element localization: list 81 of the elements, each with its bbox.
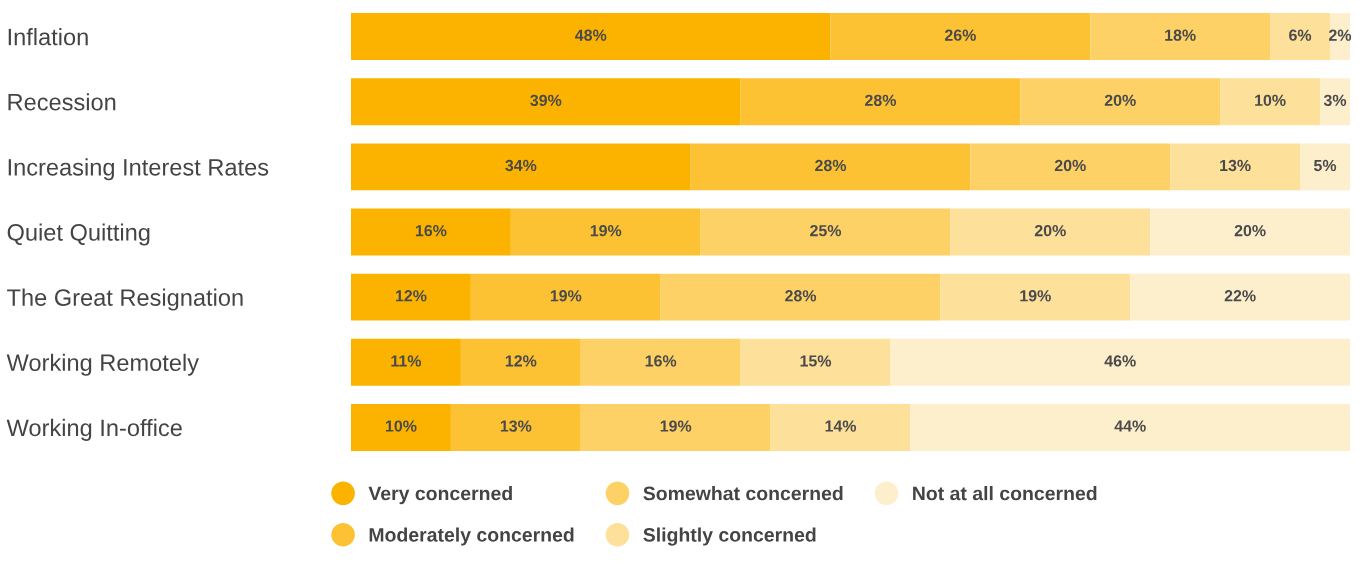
data-label: 39% [530,94,562,107]
data-label: 44% [1114,420,1146,432]
legend-label: Slightly concerned [643,527,816,546]
bar [580,338,741,386]
data-label: 10% [1255,94,1286,106]
legend-label: Somewhat concerned [643,486,843,501]
bar [890,338,1350,386]
y-tick-label: The Great Resignation [7,288,243,311]
legend-label: Not at all concerned [913,486,1097,501]
y-tick-label: Quiet Quitting [7,223,150,246]
data-label: 12% [505,355,537,367]
data-label: 20% [1234,224,1266,237]
bar [351,273,471,321]
bar [1270,13,1331,61]
data-label: 13% [500,420,532,432]
data-label: 20% [1034,224,1066,237]
data-label: 15% [800,355,832,367]
data-label: 16% [415,224,447,237]
bar [351,13,831,61]
data-label: 28% [865,94,897,106]
data-label: 22% [1224,290,1256,302]
bar [660,273,941,321]
bar [740,78,1021,126]
data-label: 19% [550,290,582,302]
bar [1150,208,1350,256]
data-label: 6% [1289,29,1312,41]
bar [910,403,1350,451]
y-tick-label: Inflation [8,28,88,46]
data-label: 25% [810,224,842,237]
bar [940,273,1131,321]
bar [450,403,581,451]
bar [351,338,461,386]
data-label: 18% [1165,29,1196,41]
bar [351,208,511,256]
data-label: 46% [1104,355,1136,367]
bar [470,273,661,321]
bar [740,338,891,386]
data-label: 28% [785,290,817,302]
bar [580,403,771,451]
bar [1220,78,1321,126]
bar [770,403,911,451]
data-label: 14% [825,420,857,432]
data-label: 34% [505,159,537,172]
data-label: 20% [1054,159,1086,172]
bar [1300,143,1350,191]
data-label: 16% [645,355,677,367]
data-label: 19% [590,224,622,237]
bar [830,13,1091,61]
bar [1130,273,1350,321]
bar [1090,13,1271,61]
bar [950,208,1151,256]
y-tick-label: Recession [8,93,116,111]
bar [460,338,581,386]
y-tick-label: Working Remotely [6,353,199,376]
bar [1170,143,1301,191]
bar [510,208,701,256]
legend-label: Very concerned [368,486,512,505]
bar [351,403,451,451]
data-label: 19% [660,420,692,432]
data-label: 20% [1104,94,1136,106]
bar [690,143,971,191]
y-tick-label: Increasing Interest Rates [8,158,269,181]
data-label: 26% [944,29,976,41]
data-label: 5% [1313,159,1337,172]
bar [970,143,1171,191]
legend-label: Moderately concerned [369,527,574,546]
bar [1320,78,1350,126]
data-label: 11% [391,355,422,367]
bar [1020,78,1221,126]
bar [351,143,691,191]
data-label: 19% [1020,290,1051,302]
data-label: 12% [395,290,427,302]
data-label: 28% [815,159,847,172]
y-tick-label: Working In-office [6,418,182,441]
data-label: 3% [1323,94,1347,107]
bar [700,208,951,256]
bar [351,78,741,126]
data-label: 10% [385,420,417,432]
data-label: 2% [1329,29,1352,41]
data-label: 13% [1220,159,1251,172]
data-label: 48% [575,29,607,41]
